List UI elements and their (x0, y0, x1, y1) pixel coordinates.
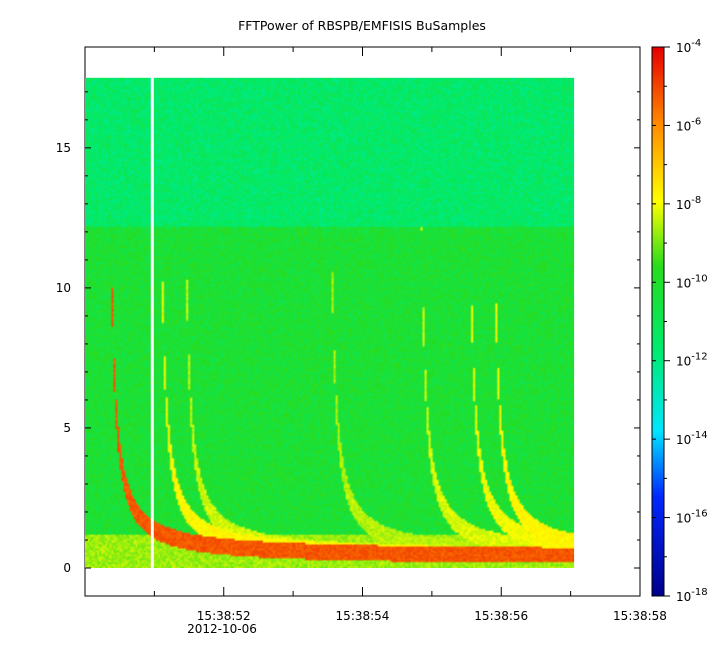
x-date-label: 2012-10-06 (187, 622, 257, 636)
colorbar-tick-label: 10-6 (676, 116, 701, 133)
x-tick-label: 15:38:52 (197, 609, 251, 623)
colorbar-gradient (652, 47, 664, 596)
spectrogram-image (85, 77, 575, 568)
x-tick-label: 15:38:54 (336, 609, 390, 623)
chart-title: FFTPower of RBSPB/EMFISIS BuSamples (238, 18, 486, 33)
y-tick-label: 15 (56, 141, 71, 155)
colorbar-tick-label: 10-4 (676, 38, 701, 55)
colorbar: 10-4 10-6 10-8 10-10 10-12 10-14 10-16 10-18 (651, 38, 708, 604)
y-tick-label: 0 (63, 561, 71, 575)
x-tick-label: 15:38:58 (613, 609, 667, 623)
colorbar-axis: 10-4 10-6 10-8 10-10 10-12 10-14 10-16 10-18 (652, 38, 708, 604)
colorbar-tick-label: 10-14 (676, 430, 708, 447)
colorbar-tick-label: 10-12 (676, 352, 708, 369)
colorbar-tick-label: 10-10 (676, 273, 708, 290)
colorbar-tick-label: 10-18 (676, 587, 708, 604)
x-tick-label: 15:38:56 (474, 609, 528, 623)
y-tick-label: 5 (63, 421, 71, 435)
colorbar-tick-label: 10-8 (676, 195, 701, 212)
y-axis: 0 5 10 15 (56, 91, 640, 575)
x-axis: 15:38:52 15:38:54 15:38:56 15:38:58 (153, 47, 667, 623)
y-tick-label: 10 (56, 281, 71, 295)
colorbar-tick-label: 10-16 (676, 509, 708, 526)
